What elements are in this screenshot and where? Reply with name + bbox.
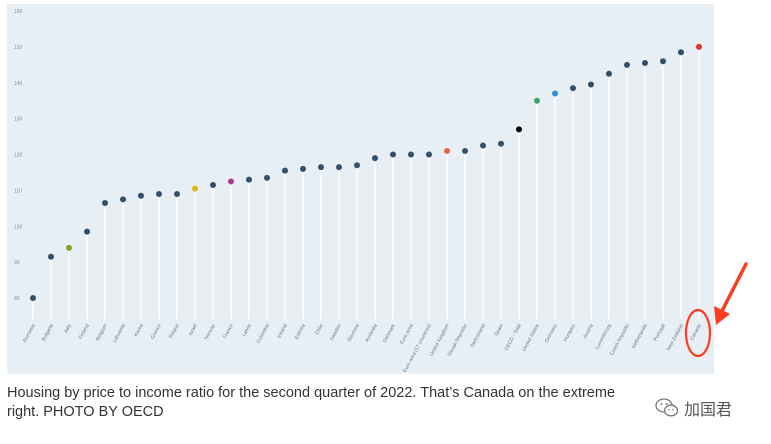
- data-point: [318, 164, 324, 171]
- data-point: [588, 81, 594, 88]
- x-category-label: France: [222, 323, 235, 340]
- x-category-label: Sweden: [329, 323, 343, 342]
- data-point: [210, 182, 216, 189]
- data-point: [570, 85, 576, 92]
- watermark: 加国君: [655, 396, 732, 420]
- data-point: [390, 151, 396, 158]
- x-category-label: Israel: [188, 323, 199, 337]
- x-category-label: Norway: [204, 323, 217, 341]
- annotation-arrowhead: [714, 306, 730, 325]
- x-category-label: Austria: [582, 323, 595, 340]
- scatter-chart: 160 150 140 130 120 110 100 90 80 Romania Bulgaria…: [14, 9, 703, 374]
- data-point: [624, 61, 630, 68]
- x-category-label: Canada: [689, 323, 703, 341]
- x-category-label: Euro area: [399, 323, 415, 345]
- data-point: [102, 199, 108, 206]
- x-category-label: Ireland: [276, 323, 289, 340]
- x-category-label: Latvia: [241, 323, 253, 338]
- x-category-label: Greece: [150, 323, 163, 340]
- x-category-label: Bulgaria: [41, 323, 55, 342]
- y-tick-label: 90: [14, 260, 20, 266]
- y-tick-label: 150: [14, 45, 23, 51]
- x-category-label: Korea: [133, 323, 145, 338]
- y-tick-label: 80: [14, 296, 20, 302]
- photo-caption: Housing by price to income ratio for the…: [7, 384, 707, 422]
- data-point: [552, 90, 558, 97]
- data-point: [408, 151, 414, 158]
- data-point: [516, 126, 522, 133]
- caption-line-2: right. PHOTO BY OECD: [7, 404, 164, 420]
- x-category-label: Slovenia: [346, 323, 360, 343]
- data-point: [336, 164, 342, 171]
- data-point: [696, 43, 702, 50]
- data-point: [174, 191, 180, 197]
- x-category-label: Czech Republic: [609, 323, 631, 357]
- x-category-label: Netherlands: [631, 323, 649, 350]
- data-point: [426, 151, 432, 158]
- data-point: [372, 155, 378, 162]
- y-tick-label: 140: [14, 81, 23, 87]
- data-point: [462, 147, 468, 154]
- data-point: [444, 147, 450, 154]
- watermark-text: 加国君: [684, 402, 733, 419]
- data-point: [156, 191, 162, 197]
- x-category-label: Estonia: [294, 323, 307, 341]
- data-point: [30, 295, 36, 302]
- x-category-label: Portugal: [653, 323, 667, 342]
- data-point: [642, 60, 648, 67]
- data-point: [84, 228, 90, 235]
- data-point: [480, 142, 486, 149]
- data-point: [300, 165, 306, 172]
- y-tick-label: 110: [14, 188, 22, 194]
- x-category-label: OECD - Total: [504, 323, 523, 352]
- data-point: [498, 140, 504, 147]
- data-point: [282, 167, 288, 174]
- data-point: [120, 196, 126, 203]
- data-point: [228, 178, 234, 185]
- data-point: [264, 174, 270, 181]
- wechat-icon: [655, 398, 679, 417]
- x-category-label: Germany: [544, 323, 559, 344]
- x-category-label: Belgium: [95, 323, 109, 342]
- x-category-label: Poland: [168, 323, 181, 340]
- x-category-label: Switzerland: [469, 323, 487, 349]
- x-category-label: Australia: [364, 323, 379, 343]
- data-point: [660, 58, 666, 65]
- caption-line-1: Housing by price to income ratio for the…: [7, 385, 616, 401]
- y-tick-label: 100: [14, 224, 23, 230]
- data-point: [354, 162, 360, 169]
- x-category-label: Italy: [63, 323, 73, 334]
- x-category-label: United States: [521, 323, 541, 353]
- y-tick-label: 120: [14, 153, 23, 159]
- x-category-label: Hungary: [563, 323, 577, 343]
- data-point: [606, 70, 612, 77]
- x-category-label: Chile: [314, 323, 325, 336]
- x-category-label: Luxembourg: [594, 323, 612, 351]
- data-point: [246, 176, 252, 183]
- data-point: [48, 253, 54, 260]
- x-category-label: New Zealand: [666, 323, 685, 352]
- annotation-arrow: [720, 262, 748, 313]
- data-point: [678, 49, 684, 56]
- chart-area: 160 150 140 130 120 110 100 90 80 Romania Bulgaria…: [7, 4, 714, 374]
- x-category-label: Lithuania: [112, 323, 127, 344]
- x-category-label: Finland: [78, 323, 91, 340]
- y-tick-label: 160: [14, 9, 23, 15]
- x-category-label: Colombia: [256, 323, 271, 345]
- x-category-label: Spain: [493, 323, 504, 337]
- x-category-label: Slovak Republic: [447, 323, 469, 358]
- data-point: [138, 192, 144, 199]
- data-point: [66, 244, 72, 251]
- y-tick-label: 130: [14, 117, 23, 123]
- data-point: [192, 185, 198, 192]
- x-category-label: Romania: [22, 323, 37, 344]
- x-category-label: Denmark: [382, 323, 397, 344]
- data-point: [534, 97, 540, 104]
